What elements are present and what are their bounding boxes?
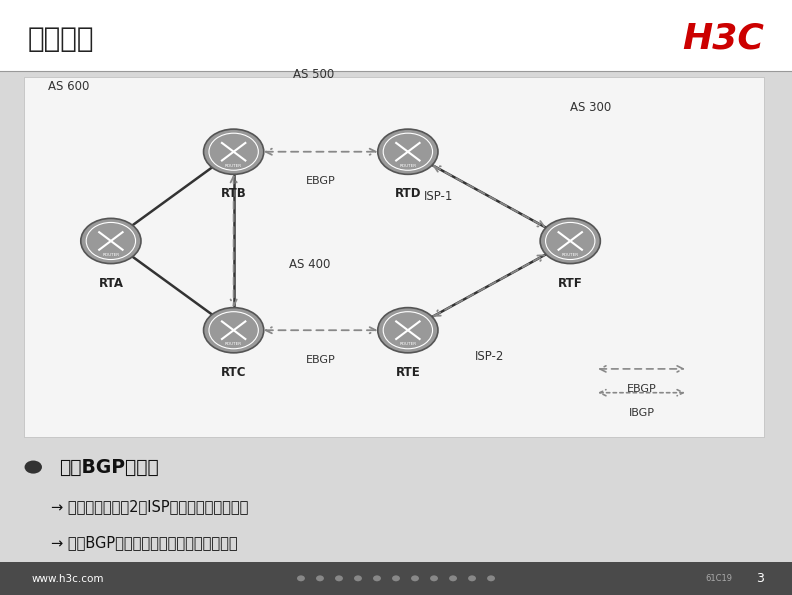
Text: IBGP: IBGP: [629, 408, 654, 418]
Circle shape: [373, 575, 381, 581]
FancyBboxPatch shape: [0, 0, 792, 71]
Text: 3: 3: [756, 572, 764, 585]
Text: 61C19: 61C19: [705, 574, 732, 584]
FancyBboxPatch shape: [0, 562, 792, 595]
Text: RTF: RTF: [558, 277, 583, 290]
Text: RTC: RTC: [221, 366, 246, 379]
Circle shape: [430, 575, 438, 581]
Text: 网络概况: 网络概况: [28, 24, 94, 53]
Text: ROUTER: ROUTER: [102, 253, 120, 257]
Text: EBGP: EBGP: [306, 355, 336, 365]
Circle shape: [204, 129, 264, 174]
Circle shape: [316, 575, 324, 581]
Circle shape: [378, 129, 438, 174]
Text: RTE: RTE: [395, 366, 421, 379]
Text: → 网络上行连接到2个ISP，易于实现负载分担: → 网络上行连接到2个ISP，易于实现负载分担: [51, 499, 249, 515]
Circle shape: [378, 308, 438, 353]
Circle shape: [335, 575, 343, 581]
Circle shape: [449, 575, 457, 581]
Text: AS 300: AS 300: [570, 101, 611, 114]
Text: AS 400: AS 400: [289, 258, 330, 271]
Text: ROUTER: ROUTER: [399, 164, 417, 168]
Text: 使用BGP的原因: 使用BGP的原因: [59, 458, 159, 477]
Text: www.h3c.com: www.h3c.com: [32, 574, 105, 584]
FancyBboxPatch shape: [24, 77, 764, 437]
Text: ISP-1: ISP-1: [424, 190, 453, 203]
Circle shape: [297, 575, 305, 581]
Text: RTB: RTB: [221, 187, 246, 201]
Circle shape: [540, 218, 600, 264]
Circle shape: [392, 575, 400, 581]
Circle shape: [468, 575, 476, 581]
Circle shape: [487, 575, 495, 581]
Circle shape: [411, 575, 419, 581]
Text: EBGP: EBGP: [626, 384, 657, 394]
Text: AS 600: AS 600: [48, 80, 89, 93]
Circle shape: [81, 218, 141, 264]
Text: RTA: RTA: [98, 277, 124, 290]
Text: AS 500: AS 500: [293, 68, 334, 81]
Text: → 使用BGP属性及路由策略，易于实现选路: → 使用BGP属性及路由策略，易于实现选路: [51, 535, 238, 550]
Text: H3C: H3C: [683, 21, 764, 56]
Text: ISP-2: ISP-2: [475, 350, 505, 364]
Text: RTD: RTD: [394, 187, 421, 201]
Text: ROUTER: ROUTER: [225, 164, 242, 168]
Text: ROUTER: ROUTER: [562, 253, 579, 257]
Text: ROUTER: ROUTER: [225, 342, 242, 346]
Circle shape: [354, 575, 362, 581]
Circle shape: [204, 308, 264, 353]
Text: ROUTER: ROUTER: [399, 342, 417, 346]
Text: EBGP: EBGP: [306, 177, 336, 186]
Circle shape: [25, 461, 42, 474]
